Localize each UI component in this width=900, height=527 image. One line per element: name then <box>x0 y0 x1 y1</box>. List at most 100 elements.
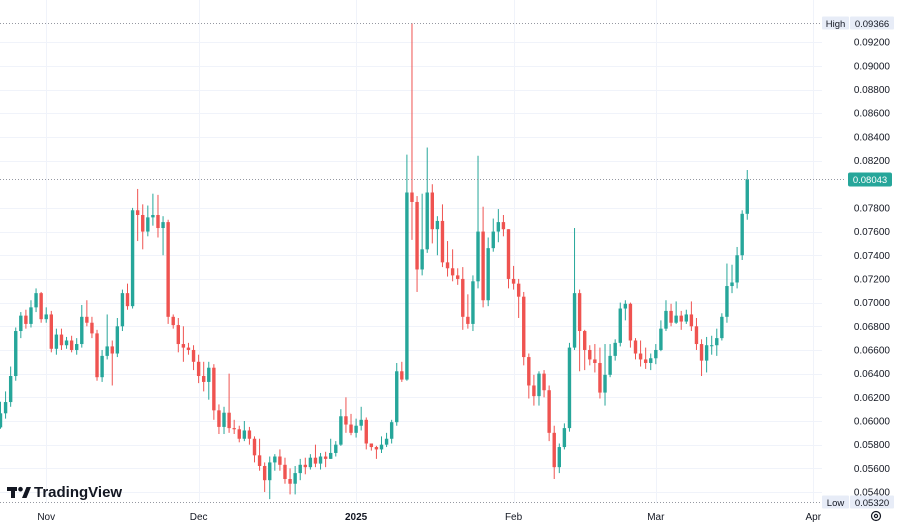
candle[interactable] <box>715 328 719 356</box>
candle[interactable] <box>247 426 252 445</box>
candle[interactable] <box>654 344 658 365</box>
candle[interactable] <box>445 241 450 277</box>
candle[interactable] <box>3 391 8 419</box>
candle[interactable] <box>461 267 465 330</box>
candle[interactable] <box>598 347 602 399</box>
candle[interactable] <box>628 302 633 348</box>
candle[interactable] <box>430 184 434 244</box>
candle[interactable] <box>649 353 653 371</box>
candle[interactable] <box>313 444 318 468</box>
candle[interactable] <box>699 339 704 377</box>
candle[interactable] <box>90 316 94 339</box>
candle[interactable] <box>684 309 688 324</box>
candle[interactable] <box>577 289 582 372</box>
candle[interactable] <box>384 432 389 448</box>
candle[interactable] <box>542 370 546 398</box>
candle[interactable] <box>8 366 13 407</box>
price-axis[interactable]: 0.09200 0.09000 0.08800 0.08600 0.08400 0.082… <box>854 38 891 499</box>
candle[interactable] <box>364 417 368 450</box>
candle[interactable] <box>664 300 668 332</box>
candle[interactable] <box>293 465 297 495</box>
candle[interactable] <box>354 418 358 438</box>
candle[interactable] <box>34 288 38 313</box>
candle[interactable] <box>735 246 739 289</box>
candle[interactable] <box>186 342 191 355</box>
candle[interactable] <box>196 354 201 384</box>
time-axis[interactable]: Nov Dec 2025 Feb Mar Apr <box>37 512 821 523</box>
candle[interactable] <box>64 336 69 349</box>
candle[interactable] <box>471 275 475 332</box>
candle[interactable] <box>704 336 709 373</box>
candle[interactable] <box>562 423 567 450</box>
candle[interactable] <box>643 347 648 369</box>
candle[interactable] <box>618 302 622 347</box>
candle[interactable] <box>588 345 592 366</box>
candle[interactable] <box>14 327 18 381</box>
candle[interactable] <box>557 443 561 474</box>
candle[interactable] <box>623 300 628 321</box>
chart-settings-icon[interactable] <box>870 510 882 522</box>
candle[interactable] <box>491 218 495 252</box>
candle[interactable] <box>633 338 638 360</box>
candle[interactable] <box>257 438 262 471</box>
candle[interactable] <box>730 264 734 294</box>
tradingview-logo[interactable]: TradingView <box>7 484 122 501</box>
candle[interactable] <box>146 205 150 237</box>
candle[interactable] <box>95 329 99 381</box>
candle[interactable] <box>694 317 699 350</box>
candle[interactable] <box>522 291 526 366</box>
candle[interactable] <box>440 204 445 268</box>
candle[interactable] <box>217 404 221 435</box>
candle[interactable] <box>389 419 394 444</box>
candle[interactable] <box>334 441 338 457</box>
candle[interactable] <box>400 361 404 382</box>
candle[interactable] <box>298 458 302 481</box>
candle[interactable] <box>318 452 323 470</box>
candle[interactable] <box>29 300 33 328</box>
candle[interactable] <box>501 214 506 237</box>
candle[interactable] <box>273 454 277 471</box>
candle[interactable] <box>532 374 536 406</box>
candle[interactable] <box>85 300 89 327</box>
candle[interactable] <box>583 329 587 371</box>
candle[interactable] <box>323 451 328 468</box>
candle[interactable] <box>679 310 683 330</box>
candle[interactable] <box>710 335 714 355</box>
candle[interactable] <box>476 155 480 289</box>
candle[interactable] <box>202 361 206 392</box>
candle[interactable] <box>54 328 59 355</box>
candle[interactable] <box>207 361 211 400</box>
candle[interactable] <box>740 210 744 260</box>
candle[interactable] <box>49 310 53 353</box>
candle[interactable] <box>669 303 673 327</box>
candle[interactable] <box>130 207 135 309</box>
candle[interactable] <box>674 301 678 324</box>
candle[interactable] <box>613 339 617 361</box>
candle[interactable] <box>59 328 64 350</box>
candle[interactable] <box>456 268 460 285</box>
candle[interactable] <box>547 385 551 442</box>
candle[interactable] <box>745 170 749 220</box>
candle[interactable] <box>339 409 343 446</box>
candle[interactable] <box>435 216 440 256</box>
candle[interactable] <box>303 457 307 475</box>
candle[interactable] <box>379 436 384 453</box>
candle[interactable] <box>283 457 287 484</box>
candle[interactable] <box>496 209 501 243</box>
candle[interactable] <box>166 219 170 324</box>
candle[interactable] <box>0 401 3 429</box>
candle[interactable] <box>69 335 74 353</box>
candle[interactable] <box>222 406 226 435</box>
candle[interactable] <box>516 278 521 318</box>
candle[interactable] <box>151 193 155 226</box>
candle[interactable] <box>125 283 130 310</box>
candle[interactable] <box>466 294 470 329</box>
candle[interactable] <box>110 340 114 386</box>
candle[interactable] <box>100 349 104 382</box>
candle[interactable] <box>242 420 247 442</box>
candle[interactable] <box>659 320 663 352</box>
candle[interactable] <box>308 454 313 470</box>
candle[interactable] <box>288 468 292 495</box>
candle[interactable] <box>486 237 490 307</box>
candle[interactable] <box>252 436 257 463</box>
